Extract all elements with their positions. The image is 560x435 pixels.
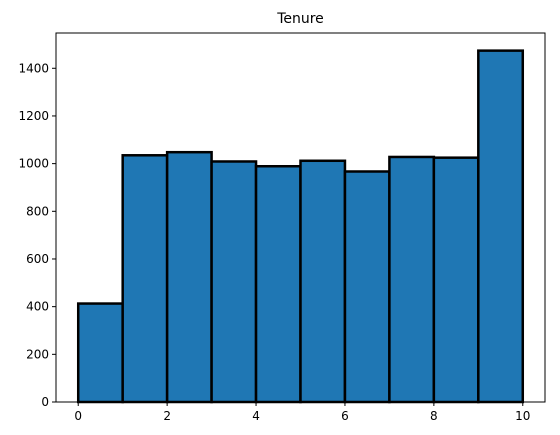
histogram-bar-9 [477, 49, 525, 404]
x-tick-label: 6 [341, 409, 349, 423]
x-tick-label: 10 [515, 409, 530, 423]
y-tick-label: 800 [26, 204, 49, 218]
x-axis: 0 2 4 6 8 10 [74, 402, 530, 423]
plot-frame [55, 32, 546, 403]
y-tick-label: 1400 [18, 61, 49, 75]
x-tick-label: 2 [163, 409, 171, 423]
y-tick-label: 1000 [18, 157, 49, 171]
chart-title: Tenure [276, 11, 324, 27]
histogram-bar-5 [299, 159, 347, 404]
y-tick-label: 1200 [18, 109, 49, 123]
y-tick-label: 400 [26, 300, 49, 314]
histogram-bar-6 [343, 170, 391, 404]
y-axis: 0 200 400 600 800 1000 1200 1400 [18, 61, 56, 409]
bars-group [76, 49, 525, 404]
x-tick-label: 4 [252, 409, 260, 423]
histogram-bar-4 [254, 165, 302, 404]
y-tick-label: 600 [26, 252, 49, 266]
y-tick-label: 200 [26, 347, 49, 361]
histogram-bar-3 [210, 160, 258, 404]
histogram-bar-8 [432, 156, 480, 404]
y-tick-label: 0 [41, 395, 49, 409]
histogram-bar-7 [388, 155, 436, 404]
histogram-bar-1 [121, 154, 169, 404]
x-tick-label: 8 [430, 409, 438, 423]
x-tick-label: 0 [74, 409, 82, 423]
histogram-bar-2 [165, 150, 213, 404]
histogram-bar-0 [76, 302, 124, 404]
